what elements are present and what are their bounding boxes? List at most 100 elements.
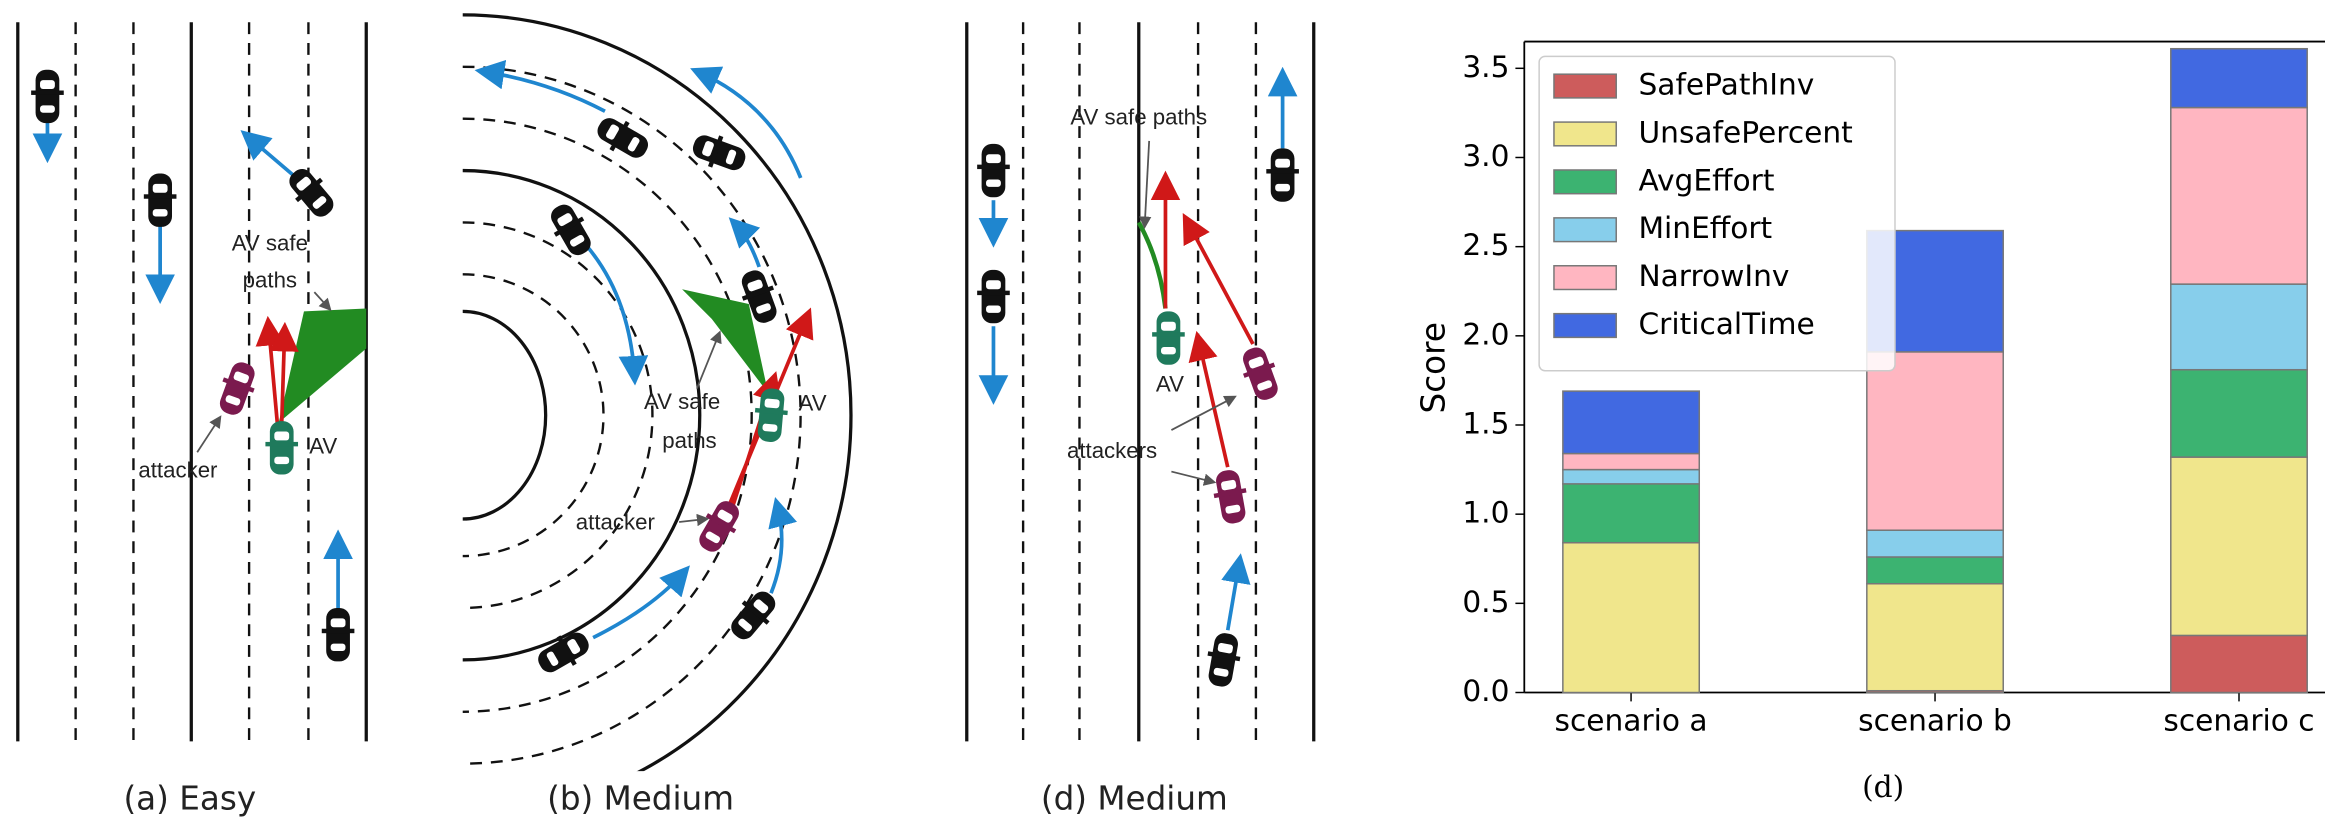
legend-label: MinEffort [1638,210,1772,245]
legend-swatch [1554,122,1616,146]
car [265,421,298,474]
car-body [696,497,743,555]
caption: (d) Medium [1041,780,1228,818]
bar-segment [2171,49,2307,108]
label: AV [1156,371,1184,396]
bar-segment [2171,108,2307,285]
car-mirror [144,194,177,198]
car-window [986,154,1001,163]
car-window [1275,159,1290,168]
road-a [18,22,366,741]
legend-label: CriticalTime [1638,306,1814,341]
car [977,270,1010,323]
bar-segment [1563,391,1699,453]
car-mirror [31,90,64,94]
car [1266,148,1299,201]
car-body [982,144,1006,197]
car-body [326,608,350,661]
car-window [986,305,1001,312]
label: AV safe [644,389,720,414]
bar-segment [1867,557,2003,584]
legend-swatch [1554,74,1616,98]
label: paths [662,428,716,453]
legend-swatch [1554,314,1616,338]
car-window [40,80,55,89]
car-window [274,432,289,441]
x-tick-label: scenario a [1555,703,1708,738]
car-window [762,423,777,432]
car-window [331,618,346,627]
y-tick-label: 0.0 [1462,673,1509,708]
label: attacker [576,509,656,534]
car-body [757,388,785,443]
label: AV safe paths [1070,105,1207,130]
car-window [1275,184,1290,191]
legend-label: NarrowInv [1638,258,1789,293]
bar-segment [1867,584,2003,691]
road-b [463,15,851,816]
safe-path [1139,222,1166,308]
legend-label: SafePathInv [1638,67,1814,102]
y-tick-label: 3.5 [1462,49,1509,84]
bar-segment [1867,352,2003,530]
caption: (b) Medium [547,780,734,818]
bar-segment [2171,635,2307,692]
car [532,625,595,680]
safe-path-fan [279,308,366,422]
legend-swatch [1554,266,1616,290]
car [213,358,262,419]
car [724,584,783,646]
car-window [1161,347,1176,354]
bar-segment [2171,370,2307,457]
car-mirror [1152,332,1185,336]
car-window [40,105,55,112]
bar-segment [2171,457,2307,635]
car-window [1161,322,1176,331]
legend: SafePathInv UnsafePercent AvgEffort MinEffo… [1539,56,1895,370]
car-mirror [977,291,1010,295]
car [591,110,654,165]
car [322,608,355,661]
caption: (a) Easy [123,780,256,818]
legend-swatch [1554,170,1616,194]
legend-label: UnsafePercent [1638,114,1852,149]
car [1236,343,1285,404]
diagrams: AV safe paths attacker AV (a) Easy AV sa… [18,15,1314,818]
label: attackers [1067,438,1157,463]
y-tick-label: 1.0 [1462,495,1509,530]
chart: Score (d) 0.0 0.5 1.0 1.5 2.0 2.5 3.0 3.5 scenar… [1414,42,2325,804]
y-axis-label: Score [1414,322,1452,413]
bar-segment [1563,484,1699,543]
car-body [1157,311,1181,364]
car-window [986,179,1001,186]
chart-caption: (d) [1862,769,1904,804]
label: attacker [138,457,218,482]
car-window [153,209,168,216]
y-tick-label: 3.0 [1462,138,1509,173]
car-mirror [1266,169,1299,173]
car [1203,631,1244,689]
bar-segment [1563,543,1699,693]
car-window [331,644,346,651]
label: AV [309,434,337,459]
car-body [270,421,294,474]
car [1210,468,1251,526]
car [31,70,64,123]
car [144,174,177,227]
car-body [36,70,60,123]
y-tick-label: 1.5 [1462,405,1509,440]
y-tick-label: 2.0 [1462,316,1509,351]
car-mirror [322,629,355,633]
y-tick-label: 2.5 [1462,227,1509,262]
car-body [547,201,594,259]
y-tick-label: 0.5 [1462,584,1509,619]
bar-segment [1867,530,2003,557]
bar-segment [2171,284,2307,370]
label: AV [799,391,827,416]
car-body [982,270,1006,323]
legend-label: AvgEffort [1638,162,1774,197]
bar-segment [1563,470,1699,484]
car-window [764,398,780,408]
bar-segment [1563,454,1699,470]
car-body [1271,148,1295,201]
